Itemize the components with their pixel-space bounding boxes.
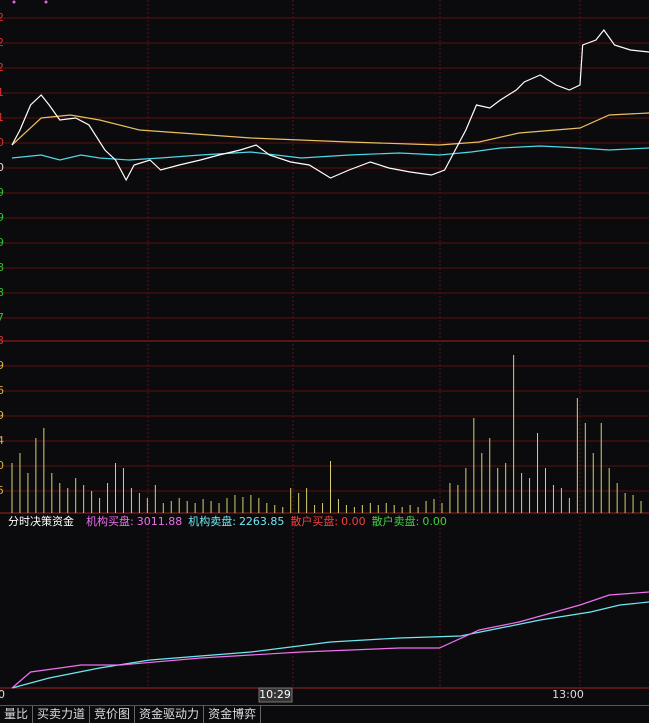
legend-value: 0.00: [422, 515, 447, 528]
legend-label: 机构买盘:: [86, 514, 134, 528]
legend-label: 散户卖盘:: [372, 514, 420, 528]
legend-label: 散户买盘:: [290, 514, 338, 528]
axis-label: 8: [0, 261, 4, 274]
axis-label: 2: [0, 36, 4, 49]
legend-label: 机构卖盘:: [188, 514, 236, 528]
time-label: 13:00: [552, 688, 584, 701]
tab-bar: 量比 买卖力道 竞价图 资金驱动力 资金博弈: [0, 705, 649, 723]
axis-label: 3: [0, 334, 4, 347]
axis-label: 0: [0, 136, 4, 149]
chart-area: 分时决策资金 0 10:29 13:00 2 2 2 1 1 0 0 9 9 9 8 8 7 3 9 6 9 4 0…: [0, 0, 649, 705]
axis-label: 9: [0, 186, 4, 199]
axis-label: 1: [0, 111, 4, 124]
legend-value: 2263.85: [239, 515, 285, 528]
axis-label: 6: [0, 384, 4, 397]
legend-value: 0.00: [341, 515, 366, 528]
avg-line: [11, 112, 649, 146]
axis-label: 9: [0, 409, 4, 422]
legend-value: 3011.88: [137, 515, 183, 528]
time-label: 10:29: [259, 688, 291, 701]
axis-label: 7: [0, 311, 4, 324]
axis-label: 0: [0, 459, 4, 472]
axis-label: 9: [0, 236, 4, 249]
time-label: 0: [0, 688, 5, 701]
tab[interactable]: 资金驱动力: [135, 706, 205, 723]
axis-label: 0: [0, 161, 4, 174]
axis-label: 2: [0, 11, 4, 24]
marker: [12, 0, 16, 4]
fund-title: 分时决策资金: [8, 514, 74, 528]
axis-label: 9: [0, 359, 4, 372]
axis-label: 8: [0, 286, 4, 299]
axis-label: 9: [0, 211, 4, 224]
tab[interactable]: 资金博弈: [204, 706, 262, 723]
marker: [44, 0, 48, 4]
buy-line: [11, 591, 649, 689]
cursor-box: [258, 687, 293, 703]
tab[interactable]: 量比: [0, 706, 34, 723]
tab[interactable]: 竞价图: [90, 706, 136, 723]
background: [0, 0, 649, 705]
axis-label: 1: [0, 86, 4, 99]
tab[interactable]: 买卖力道: [33, 706, 91, 723]
axis-label: 2: [0, 61, 4, 74]
axis-label: 5: [0, 484, 4, 497]
index-line: [11, 145, 649, 161]
sell-line: [11, 601, 649, 689]
axis-label: 4: [0, 434, 4, 447]
price-line: [11, 29, 649, 182]
